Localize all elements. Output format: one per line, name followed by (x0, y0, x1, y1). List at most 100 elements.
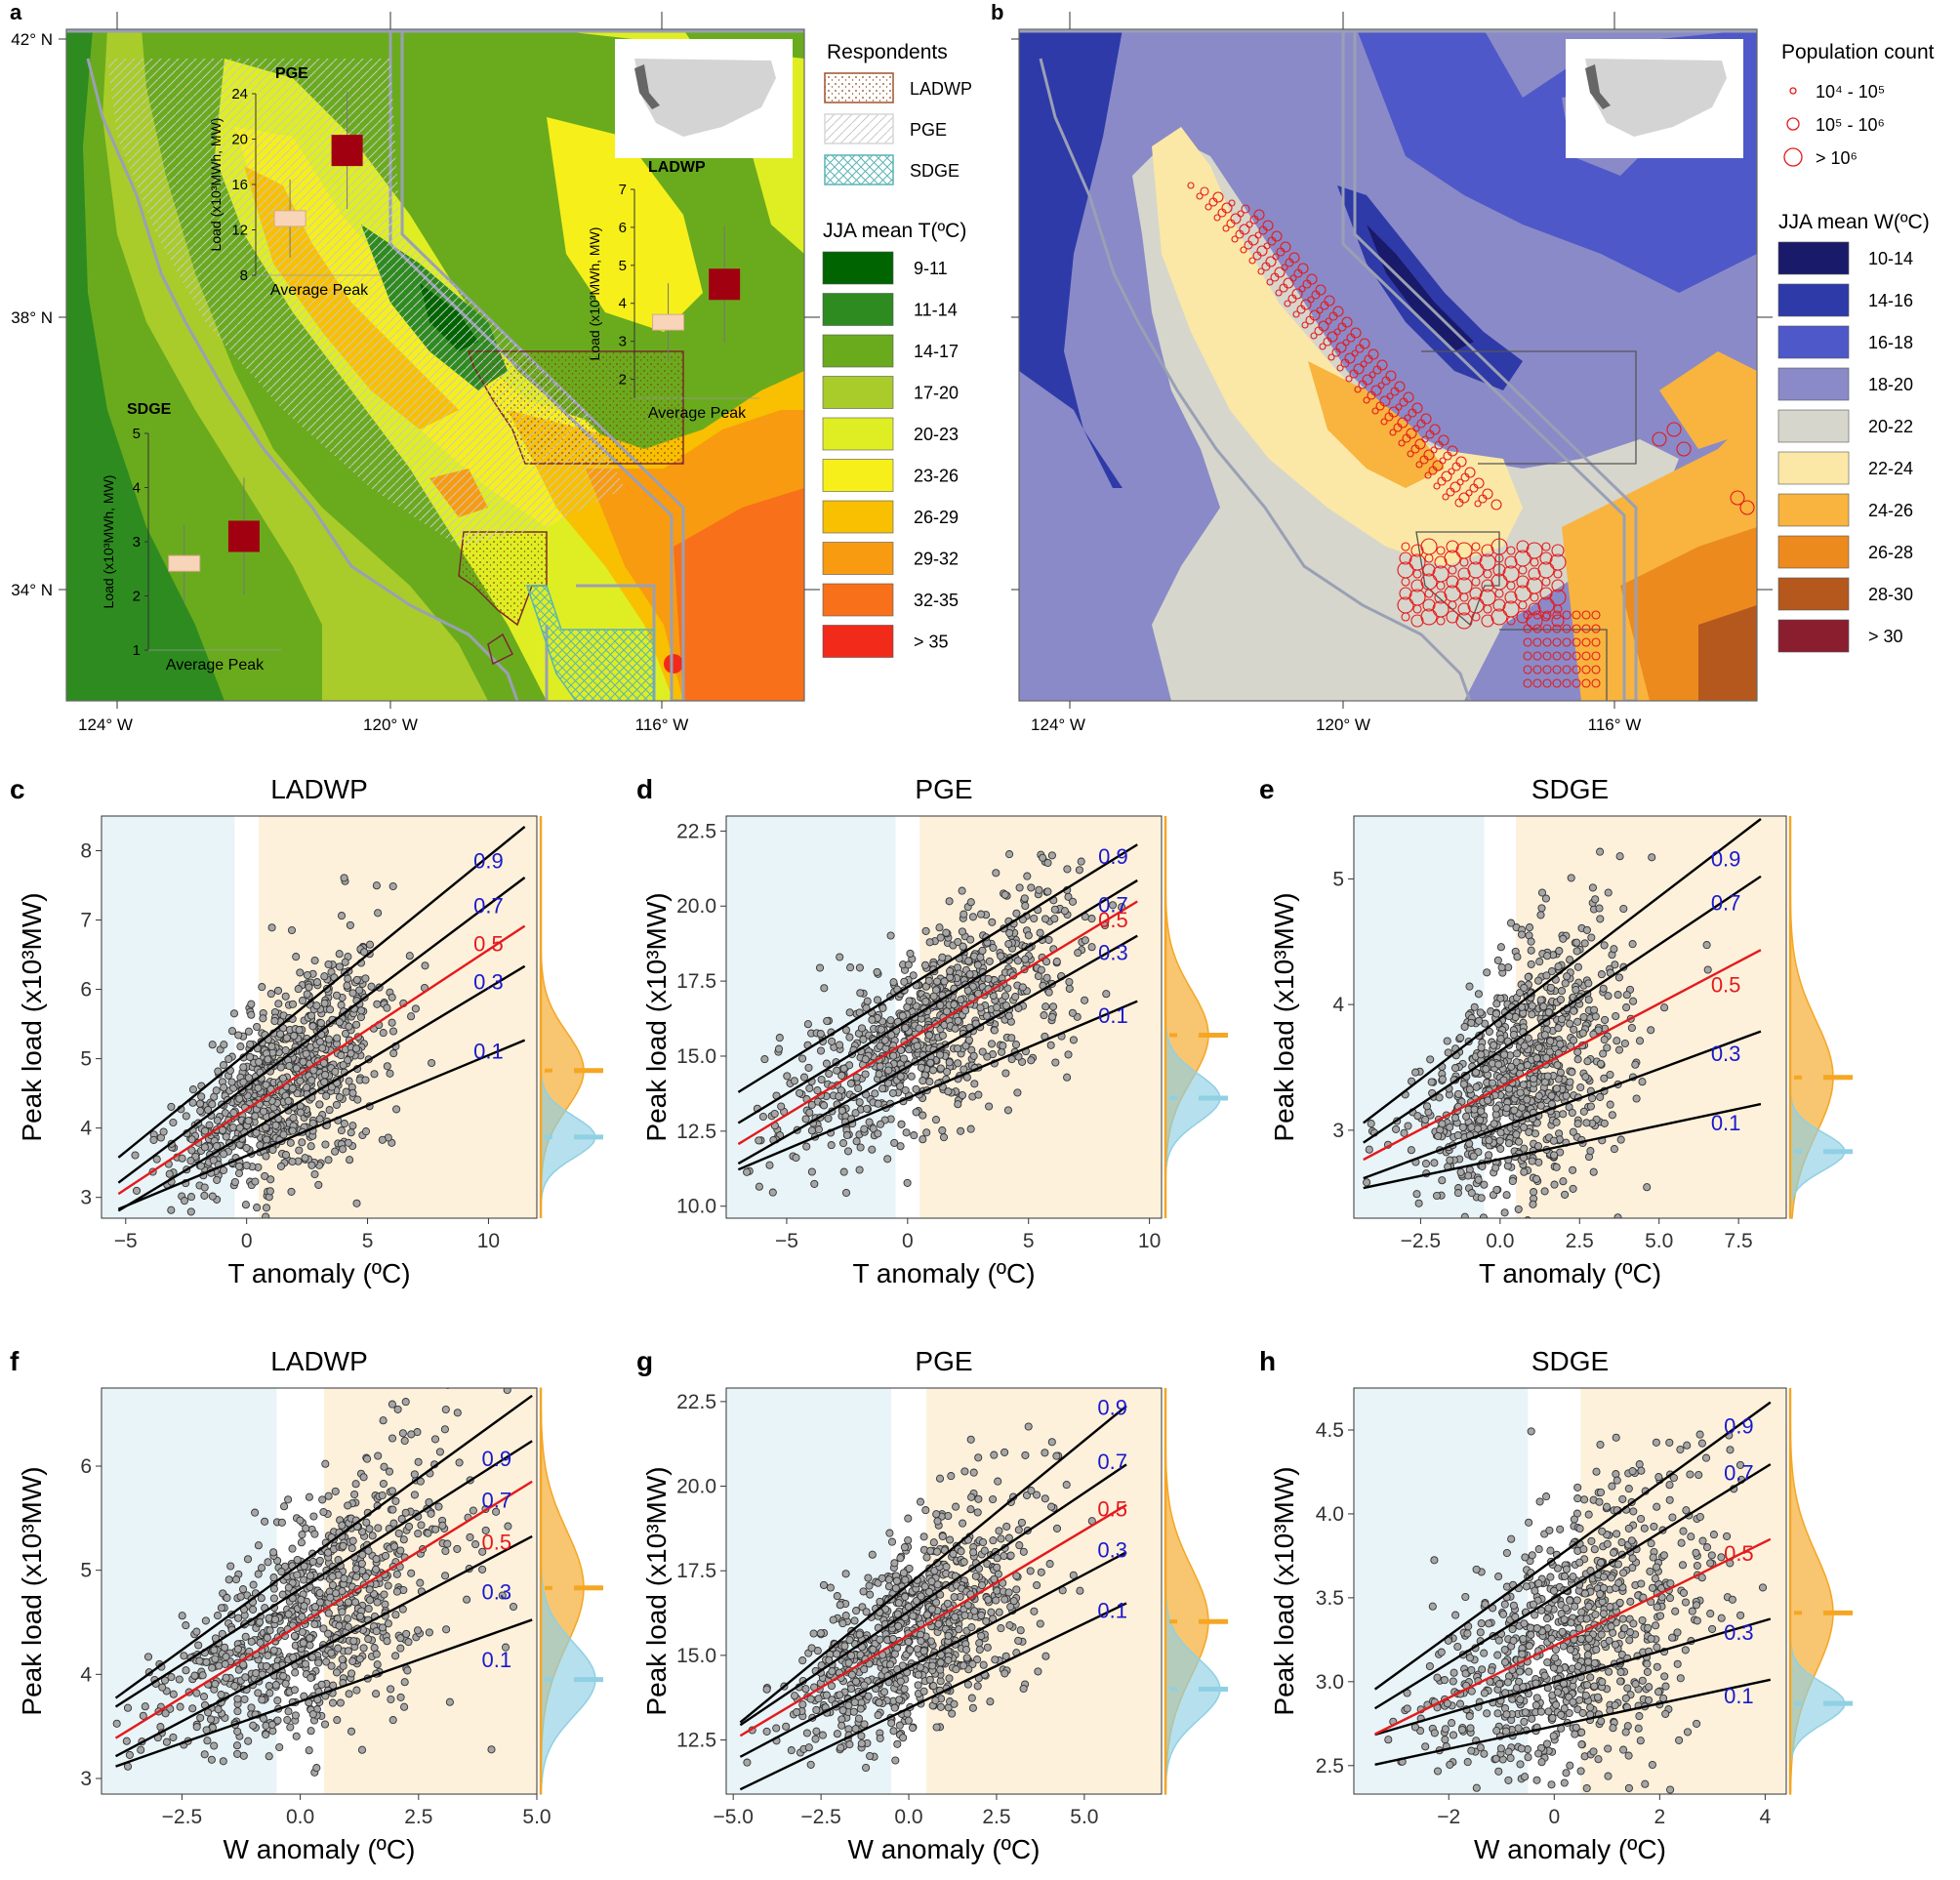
population-circle (1267, 236, 1277, 246)
temp-swatch (822, 293, 894, 326)
data-point (1582, 1119, 1591, 1127)
data-point (335, 1093, 344, 1102)
data-point (926, 1058, 935, 1067)
w-bin-label: 22-24 (1868, 459, 1913, 478)
data-point (1559, 1177, 1568, 1186)
population-circle (1309, 309, 1321, 321)
data-point (391, 1652, 400, 1660)
data-point (807, 1100, 816, 1109)
data-point (798, 1656, 807, 1665)
data-point (202, 1657, 211, 1666)
data-point (206, 1715, 216, 1724)
data-point (324, 1548, 333, 1557)
quantile-line-0.1 (1363, 1102, 1762, 1190)
population-circle (1401, 542, 1410, 552)
data-point (1528, 1157, 1536, 1165)
data-point (820, 1101, 829, 1110)
data-point (373, 1598, 382, 1607)
data-point (1612, 1011, 1620, 1021)
data-point (303, 990, 311, 999)
data-point (1036, 1619, 1044, 1628)
data-point (743, 1167, 752, 1176)
data-point (959, 1519, 967, 1528)
data-point (814, 1695, 823, 1703)
data-point (884, 1575, 893, 1584)
data-point (893, 1739, 902, 1748)
data-point (442, 1625, 451, 1634)
population-circle (1422, 563, 1436, 577)
data-point (1520, 983, 1529, 993)
data-point (936, 1001, 945, 1009)
population-circle (1187, 182, 1195, 189)
data-point (388, 1487, 396, 1495)
plot-frame (101, 1387, 538, 1795)
data-point (274, 1000, 283, 1008)
data-point (198, 1671, 207, 1680)
data-point (342, 1087, 350, 1096)
data-point (1021, 955, 1030, 963)
data-point (1559, 1110, 1568, 1119)
data-point (407, 1569, 416, 1577)
population-circle (1541, 612, 1551, 622)
population-circle (1552, 665, 1562, 674)
data-point (441, 1546, 450, 1556)
data-point (305, 1492, 313, 1501)
data-point (1035, 885, 1043, 894)
chart-title: SDGE (1531, 774, 1609, 804)
data-point (141, 1702, 149, 1711)
population-circle (1393, 423, 1403, 432)
data-point (1703, 965, 1712, 974)
data-point (908, 1724, 918, 1733)
data-point (200, 1191, 209, 1200)
x-tick-label: 5.0 (522, 1806, 551, 1828)
data-point (900, 1685, 909, 1694)
data-point (176, 1702, 184, 1711)
data-point (188, 1704, 197, 1713)
quantile-line-0.7 (117, 877, 526, 1184)
data-point (256, 1617, 265, 1626)
data-point (919, 1533, 928, 1541)
data-point (425, 1628, 433, 1637)
data-point (374, 909, 383, 918)
data-point (400, 1678, 409, 1687)
data-point (1063, 1073, 1072, 1082)
data-point (123, 1703, 133, 1712)
data-point (372, 1627, 381, 1636)
w-swatch (1777, 367, 1850, 401)
data-point (388, 1716, 397, 1725)
data-point (833, 1730, 841, 1738)
cold-region (1354, 816, 1485, 1218)
data-point (350, 1490, 359, 1499)
data-point (966, 898, 975, 907)
data-point (314, 1658, 323, 1667)
data-point (1499, 1076, 1508, 1084)
data-point (302, 1524, 310, 1533)
data-point (1016, 1626, 1025, 1635)
population-circle (1551, 579, 1565, 593)
data-point (308, 1557, 317, 1566)
data-point (931, 1696, 940, 1705)
data-point (1523, 1061, 1531, 1070)
quantile-label: 0.7 (1098, 892, 1128, 917)
data-point (1001, 1069, 1010, 1078)
data-point (269, 1573, 278, 1582)
data-point (288, 1083, 297, 1093)
population-circle (1257, 267, 1265, 275)
data-point (335, 962, 344, 971)
data-point (383, 1062, 391, 1071)
panel-label: e (1259, 774, 1275, 804)
data-point (297, 1595, 306, 1604)
data-point (361, 974, 370, 983)
data-point (178, 1612, 186, 1620)
data-point (978, 946, 987, 955)
data-point (1027, 1056, 1036, 1065)
data-point (899, 1054, 908, 1063)
data-point (841, 1570, 850, 1578)
x-tick-label: −2.5 (162, 1806, 202, 1828)
data-point (246, 1052, 255, 1061)
data-point (265, 1689, 274, 1697)
data-point (186, 1207, 195, 1216)
data-point (876, 1062, 884, 1071)
data-point (282, 1034, 291, 1042)
population-circle (1258, 225, 1268, 235)
